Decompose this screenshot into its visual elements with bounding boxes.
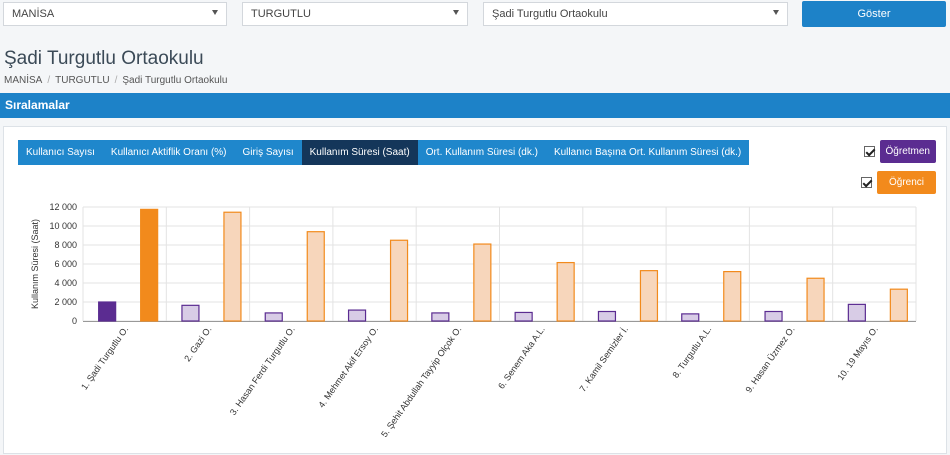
teacher-checkbox[interactable] [863, 146, 875, 157]
y-tick-label: 8 000 [54, 240, 77, 250]
y-tick-label: 6 000 [54, 259, 77, 269]
school-select-value: Şadi Turgutlu Ortaokulu [492, 8, 608, 20]
x-tick-label: 2. Gazi O. [182, 324, 213, 363]
student-bar [389, 239, 409, 322]
breadcrumb: MANİSA / TURGUTLU / Şadi Turgutlu Ortaokulu [4, 75, 227, 86]
chevron-down-icon [212, 10, 218, 15]
rankings-panel: Kullanıcı Sayısı Kullanıcı Aktiflik Oran… [3, 126, 947, 454]
tab-login-count[interactable]: Giriş Sayısı [242, 147, 294, 158]
metric-tabs: Kullanıcı Sayısı Kullanıcı Aktiflik Oran… [18, 140, 750, 165]
x-tick-label: 8. Turgutlu A.L. [670, 324, 713, 379]
x-tick-label: 7. Kamil Semizler İ. [577, 324, 630, 393]
district-select-value: TURGUTLU [251, 8, 311, 20]
show-button[interactable]: Göster [802, 1, 946, 27]
section-header: Sıralamalar [0, 93, 950, 118]
student-bar [639, 270, 659, 322]
legend-student: Öğrenci [861, 171, 936, 194]
teacher-bar [681, 313, 700, 322]
teacher-bar [181, 304, 200, 322]
y-tick-label: 0 [72, 316, 77, 326]
x-tick-label: 10. 19 Mayıs O. [835, 324, 880, 382]
x-tick-label: 3. Hasan Ferdi Turgutlu O. [228, 324, 297, 417]
teacher-bar [597, 310, 617, 322]
x-tick-label: 4. Mehmet Akif Ersoy O. [316, 324, 380, 409]
tab-avg-usage-per-user[interactable]: Kullanıcı Başına Ort. Kullanım Süresi (d… [553, 147, 742, 158]
x-tick-label: 6. Senem Aka A.L. [496, 324, 547, 390]
student-bar [140, 208, 159, 322]
student-checkbox[interactable] [861, 177, 872, 188]
breadcrumb-separator: / [47, 75, 51, 86]
tab-user-count[interactable]: Kullanıcı Sayısı [26, 147, 95, 158]
y-tick-label: 4 000 [54, 278, 77, 288]
breadcrumb-item-school: Şadi Turgutlu Ortaokulu [122, 75, 228, 86]
student-bar [223, 211, 242, 322]
breadcrumb-item-province[interactable]: MANİSA [4, 75, 43, 86]
teacher-bar [264, 312, 283, 322]
chevron-down-icon [773, 10, 779, 15]
teacher-bar [431, 312, 450, 322]
x-tick-label: 9. Hasan Üzmez O. [743, 324, 796, 394]
breadcrumb-item-district[interactable]: TURGUTLU [55, 75, 110, 86]
school-select[interactable]: Şadi Turgutlu Ortaokulu [483, 2, 788, 26]
student-bar [806, 277, 825, 322]
tab-activity-rate[interactable]: Kullanıcı Aktiflik Oranı (%) [110, 147, 227, 158]
breadcrumb-separator: / [114, 75, 118, 86]
district-select[interactable]: TURGUTLU [242, 2, 468, 26]
teacher-bar [764, 310, 783, 322]
legend-teacher: Öğretmen [863, 140, 936, 163]
tab-usage-hours[interactable]: Kullanım Süresi (Saat) [301, 140, 418, 165]
chevron-down-icon [453, 10, 459, 15]
student-bar [473, 243, 492, 322]
province-select[interactable]: MANİSA [3, 2, 227, 26]
teacher-bar [98, 301, 117, 322]
student-bar [889, 288, 908, 322]
student-bar [306, 231, 325, 322]
page-title: Şadi Turgutlu Ortaokulu [4, 48, 204, 69]
student-bar [723, 271, 742, 322]
teacher-legend-button[interactable]: Öğretmen [879, 140, 936, 163]
student-bar [556, 261, 575, 322]
y-tick-label: 12 000 [49, 202, 77, 212]
tab-avg-usage[interactable]: Ort. Kullanım Süresi (dk.) [425, 147, 538, 158]
filter-bar: MANİSA TURGUTLU Şadi Turgutlu Ortaokulu … [0, 0, 950, 36]
x-tick-label: 5. Şehit Abdullah Tayyip Olçok O. [379, 324, 463, 439]
y-axis-label: Kullanım Süresi (Saat) [30, 219, 40, 309]
teacher-bar [347, 309, 367, 322]
x-tick-label: 1. Şadi Turgutlu O. [79, 324, 130, 391]
y-tick-label: 10 000 [49, 221, 77, 231]
teacher-bar [514, 311, 533, 322]
teacher-bar [847, 303, 866, 322]
province-select-value: MANİSA [12, 8, 55, 20]
usage-chart: 0 2 000 4 000 6 000 8 000 10 000 12 000 Kullanı… [30, 202, 917, 439]
y-tick-label: 2 000 [54, 297, 77, 307]
student-legend-button[interactable]: Öğrenci [877, 171, 936, 194]
